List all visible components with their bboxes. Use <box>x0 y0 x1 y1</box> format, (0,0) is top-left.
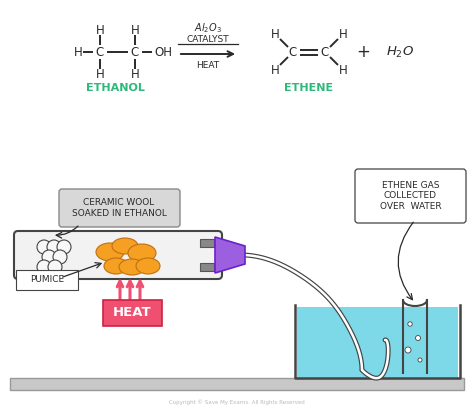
Circle shape <box>37 240 51 254</box>
Text: H: H <box>73 46 82 59</box>
Circle shape <box>47 240 61 254</box>
Ellipse shape <box>136 258 160 274</box>
Text: H: H <box>338 63 347 77</box>
Text: ETHANOL: ETHANOL <box>86 83 145 93</box>
Text: H: H <box>96 68 104 81</box>
FancyBboxPatch shape <box>297 307 458 378</box>
Circle shape <box>416 335 420 341</box>
Text: $H_2O$: $H_2O$ <box>386 44 414 59</box>
FancyBboxPatch shape <box>200 263 214 271</box>
Circle shape <box>37 260 51 274</box>
Text: C: C <box>289 46 297 59</box>
Text: PUMICE: PUMICE <box>30 276 64 284</box>
Text: H: H <box>131 24 139 37</box>
Ellipse shape <box>128 244 156 262</box>
FancyBboxPatch shape <box>10 378 464 390</box>
Text: $Al_2O_3$: $Al_2O_3$ <box>194 21 222 35</box>
Text: Copyright © Save My Exams. All Rights Reserved: Copyright © Save My Exams. All Rights Re… <box>169 399 305 405</box>
Ellipse shape <box>96 243 124 261</box>
Text: OH: OH <box>154 46 172 59</box>
Ellipse shape <box>104 258 128 274</box>
Text: CERAMIC WOOL
SOAKED IN ETHANOL: CERAMIC WOOL SOAKED IN ETHANOL <box>72 198 166 218</box>
Text: C: C <box>96 46 104 59</box>
Text: H: H <box>96 24 104 37</box>
Circle shape <box>42 250 56 264</box>
FancyBboxPatch shape <box>59 189 180 227</box>
FancyBboxPatch shape <box>200 239 214 247</box>
Text: +: + <box>356 43 370 61</box>
Circle shape <box>48 260 62 274</box>
Text: C: C <box>321 46 329 59</box>
Circle shape <box>57 240 71 254</box>
Circle shape <box>418 358 422 362</box>
Text: HEAT: HEAT <box>113 306 151 319</box>
Ellipse shape <box>112 238 138 254</box>
FancyBboxPatch shape <box>14 231 222 279</box>
Text: CATALYST: CATALYST <box>187 35 229 44</box>
Text: H: H <box>131 68 139 81</box>
Text: H: H <box>338 28 347 41</box>
FancyBboxPatch shape <box>355 169 466 223</box>
Text: HEAT: HEAT <box>196 61 219 70</box>
Circle shape <box>408 322 412 326</box>
Text: C: C <box>131 46 139 59</box>
Ellipse shape <box>119 259 145 275</box>
FancyBboxPatch shape <box>16 270 78 290</box>
Polygon shape <box>215 237 245 273</box>
Circle shape <box>53 250 67 264</box>
Text: H: H <box>271 28 279 41</box>
Text: ETHENE GAS
COLLECTED
OVER  WATER: ETHENE GAS COLLECTED OVER WATER <box>380 181 441 211</box>
Text: H: H <box>271 63 279 77</box>
Text: ETHENE: ETHENE <box>284 83 334 93</box>
Circle shape <box>405 347 411 353</box>
FancyBboxPatch shape <box>103 300 162 326</box>
